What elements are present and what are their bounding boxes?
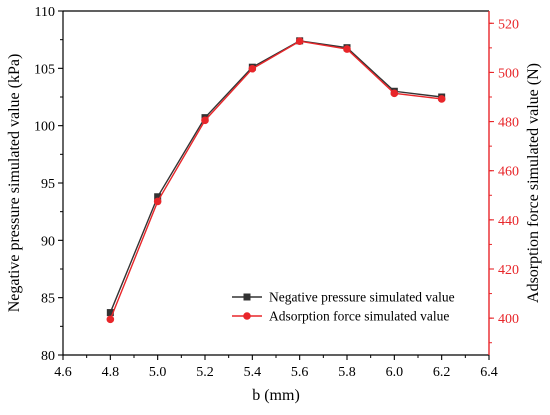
right-y-tick-label: 420 (498, 263, 519, 278)
series-2-point (153, 197, 162, 206)
series-2-point (106, 315, 115, 324)
x-tick-label: 6.4 (480, 365, 498, 380)
series-line-2 (109, 40, 442, 320)
x-axis-title: b (mm) (252, 387, 300, 404)
right-y-tick-label: 520 (498, 17, 519, 32)
series-1-point (154, 193, 162, 201)
legend-square-marker (243, 293, 251, 301)
x-tick-label: 5.8 (338, 365, 356, 380)
series-2-point (248, 64, 257, 73)
right-y-tick-label: 480 (498, 116, 519, 131)
series-2-point (343, 45, 351, 53)
x-tick-label: 5.2 (196, 365, 214, 380)
left-y-tick-label: 105 (34, 62, 55, 77)
left-y-tick-label: 100 (34, 120, 55, 135)
x-tick-label: 6.2 (433, 365, 451, 380)
series-2-point (437, 95, 446, 103)
series-line-1 (109, 40, 442, 313)
left-y-tick-label: 85 (41, 292, 55, 307)
x-tick-label: 4.8 (102, 365, 120, 380)
series-2-point (390, 89, 399, 98)
right-y-tick-label: 460 (498, 165, 519, 180)
series-1-point (106, 309, 114, 317)
right-y-tick-label: 440 (498, 214, 519, 229)
legend-label-2: Adsorption force simulated value (269, 309, 449, 324)
left-y-tick-label: 95 (41, 177, 55, 192)
left-y-tick-label: 110 (35, 5, 55, 20)
series-2-point (295, 37, 304, 46)
left-y-tick-label: 80 (41, 349, 55, 364)
x-tick-label: 4.6 (54, 365, 72, 380)
x-tick-label: 6.0 (386, 365, 404, 380)
x-tick-label: 5.6 (291, 365, 309, 380)
right-y-tick-label: 400 (498, 312, 519, 327)
right-y-axis-title: Adsorption force simulated value (N) (525, 63, 542, 303)
series-2-point (201, 116, 209, 125)
legend-circle-marker (243, 312, 251, 320)
left-y-tick-label: 90 (41, 234, 55, 249)
right-y-tick-label: 500 (498, 66, 519, 81)
left-y-axis-title: Negative pressure simulated value (kPa) (6, 54, 23, 313)
x-tick-label: 5.0 (149, 365, 167, 380)
x-tick-label: 5.4 (244, 365, 262, 380)
legend-label-1: Negative pressure simulated value (269, 290, 455, 305)
